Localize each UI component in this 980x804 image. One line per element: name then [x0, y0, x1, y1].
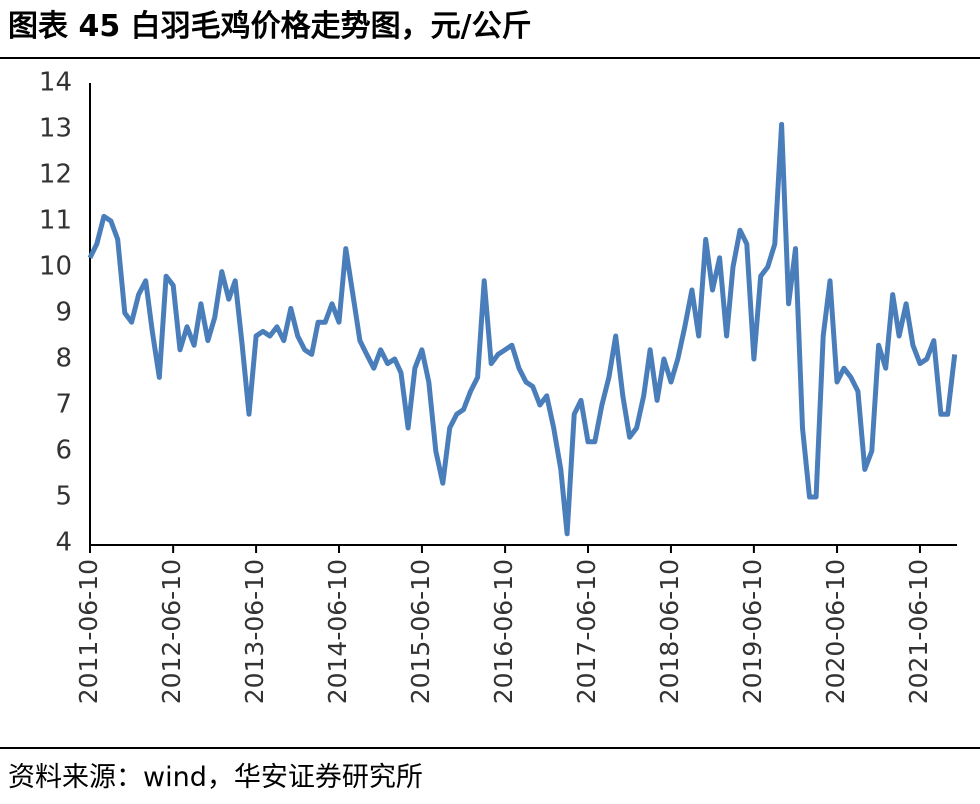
y-tick-label: 14 — [39, 68, 72, 98]
y-tick-label: 10 — [39, 252, 72, 282]
x-tick-label: 2017-06-10 — [572, 559, 601, 704]
x-tick-label: 2019-06-10 — [738, 559, 767, 704]
x-tick-label: 2016-06-10 — [489, 559, 518, 704]
y-tick-label: 5 — [55, 482, 72, 512]
chart-title: 图表 45 白羽毛鸡价格走势图，元/公斤 — [8, 9, 532, 44]
x-tick-label: 2018-06-10 — [655, 559, 684, 704]
x-tick-label: 2011-06-10 — [74, 559, 103, 704]
x-tick-label: 2021-06-10 — [904, 559, 933, 704]
y-tick-label: 12 — [39, 160, 72, 190]
y-tick-label: 4 — [55, 528, 72, 558]
source-note: 资料来源：wind，华安证券研究所 — [8, 762, 423, 793]
x-tick-label: 2015-06-10 — [406, 559, 435, 704]
data-line — [87, 121, 958, 537]
y-tick-label: 8 — [55, 344, 72, 374]
x-tick-label: 2014-06-10 — [323, 559, 352, 704]
y-tick-label: 11 — [39, 206, 72, 236]
y-tick-label: 7 — [55, 390, 72, 420]
x-tick-label: 2013-06-10 — [240, 559, 269, 704]
y-tick-label: 9 — [55, 298, 72, 328]
y-tick-label: 6 — [55, 436, 72, 466]
x-tick-label: 2020-06-10 — [821, 559, 850, 704]
y-tick-label: 13 — [39, 114, 72, 144]
x-tick-label: 2012-06-10 — [157, 559, 186, 704]
